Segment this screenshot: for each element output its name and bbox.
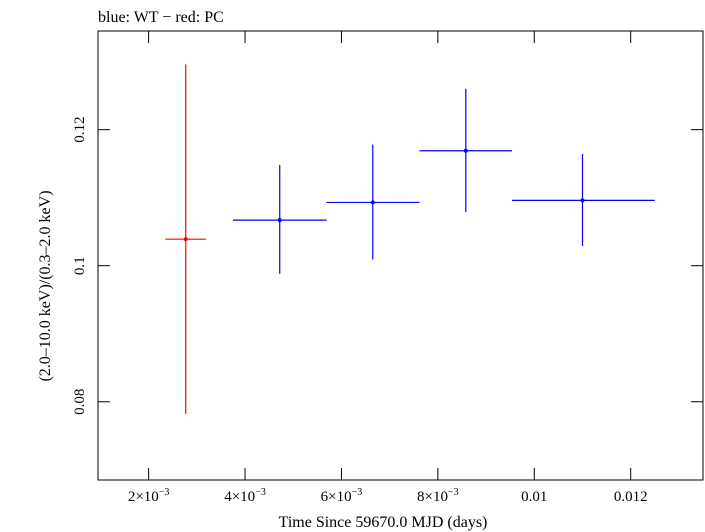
y-tick-label: 0.1 bbox=[72, 256, 88, 275]
x-tick-label: 6×10−3 bbox=[321, 487, 363, 505]
data-point bbox=[232, 165, 327, 274]
point-marker bbox=[277, 218, 282, 223]
data-point bbox=[165, 64, 206, 415]
x-tick-mantissa: 0.01 bbox=[521, 489, 547, 505]
x-tick-label: 4×10−3 bbox=[224, 487, 266, 505]
x-tick-mantissa: 0.012 bbox=[614, 489, 648, 505]
plot-frame bbox=[97, 30, 704, 481]
y-axis-label: (2.0–10.0 keV)/(0.3–2.0 keV) bbox=[37, 190, 54, 381]
x-tick-mantissa: 6×10 bbox=[321, 489, 352, 505]
x-tick-label: 2×10−3 bbox=[128, 487, 170, 505]
x-tick-mantissa: 2×10 bbox=[128, 489, 159, 505]
data-point bbox=[512, 154, 655, 246]
y-axis: 0.08 0.1 0.12 bbox=[72, 117, 703, 415]
x-tick-exponent: −3 bbox=[352, 487, 363, 498]
point-marker bbox=[580, 198, 585, 203]
y-tick-label: 0.08 bbox=[72, 389, 88, 415]
data-points bbox=[165, 64, 655, 415]
data-point bbox=[326, 144, 420, 260]
x-tick-exponent: −3 bbox=[159, 487, 170, 498]
x-tick-label: 8×10−3 bbox=[417, 487, 459, 505]
x-tick-label: 0.01 bbox=[521, 489, 547, 505]
data-point bbox=[419, 88, 513, 212]
y-tick-label: 0.12 bbox=[72, 117, 88, 143]
x-axis-label: Time Since 59670.0 MJD (days) bbox=[279, 514, 488, 531]
point-marker bbox=[463, 148, 468, 153]
point-marker bbox=[183, 237, 188, 242]
point-marker bbox=[370, 200, 375, 205]
chart-title: blue: WT − red: PC bbox=[98, 9, 224, 26]
x-tick-mantissa: 4×10 bbox=[224, 489, 255, 505]
x-tick-exponent: −3 bbox=[255, 487, 266, 498]
x-axis: 2×10−3 4×10−3 6×10−3 8×10−3 0.01 0.012 bbox=[128, 31, 648, 505]
x-tick-exponent: −3 bbox=[448, 487, 459, 498]
x-tick-mantissa: 8×10 bbox=[417, 489, 448, 505]
x-tick-label: 0.012 bbox=[614, 489, 648, 505]
